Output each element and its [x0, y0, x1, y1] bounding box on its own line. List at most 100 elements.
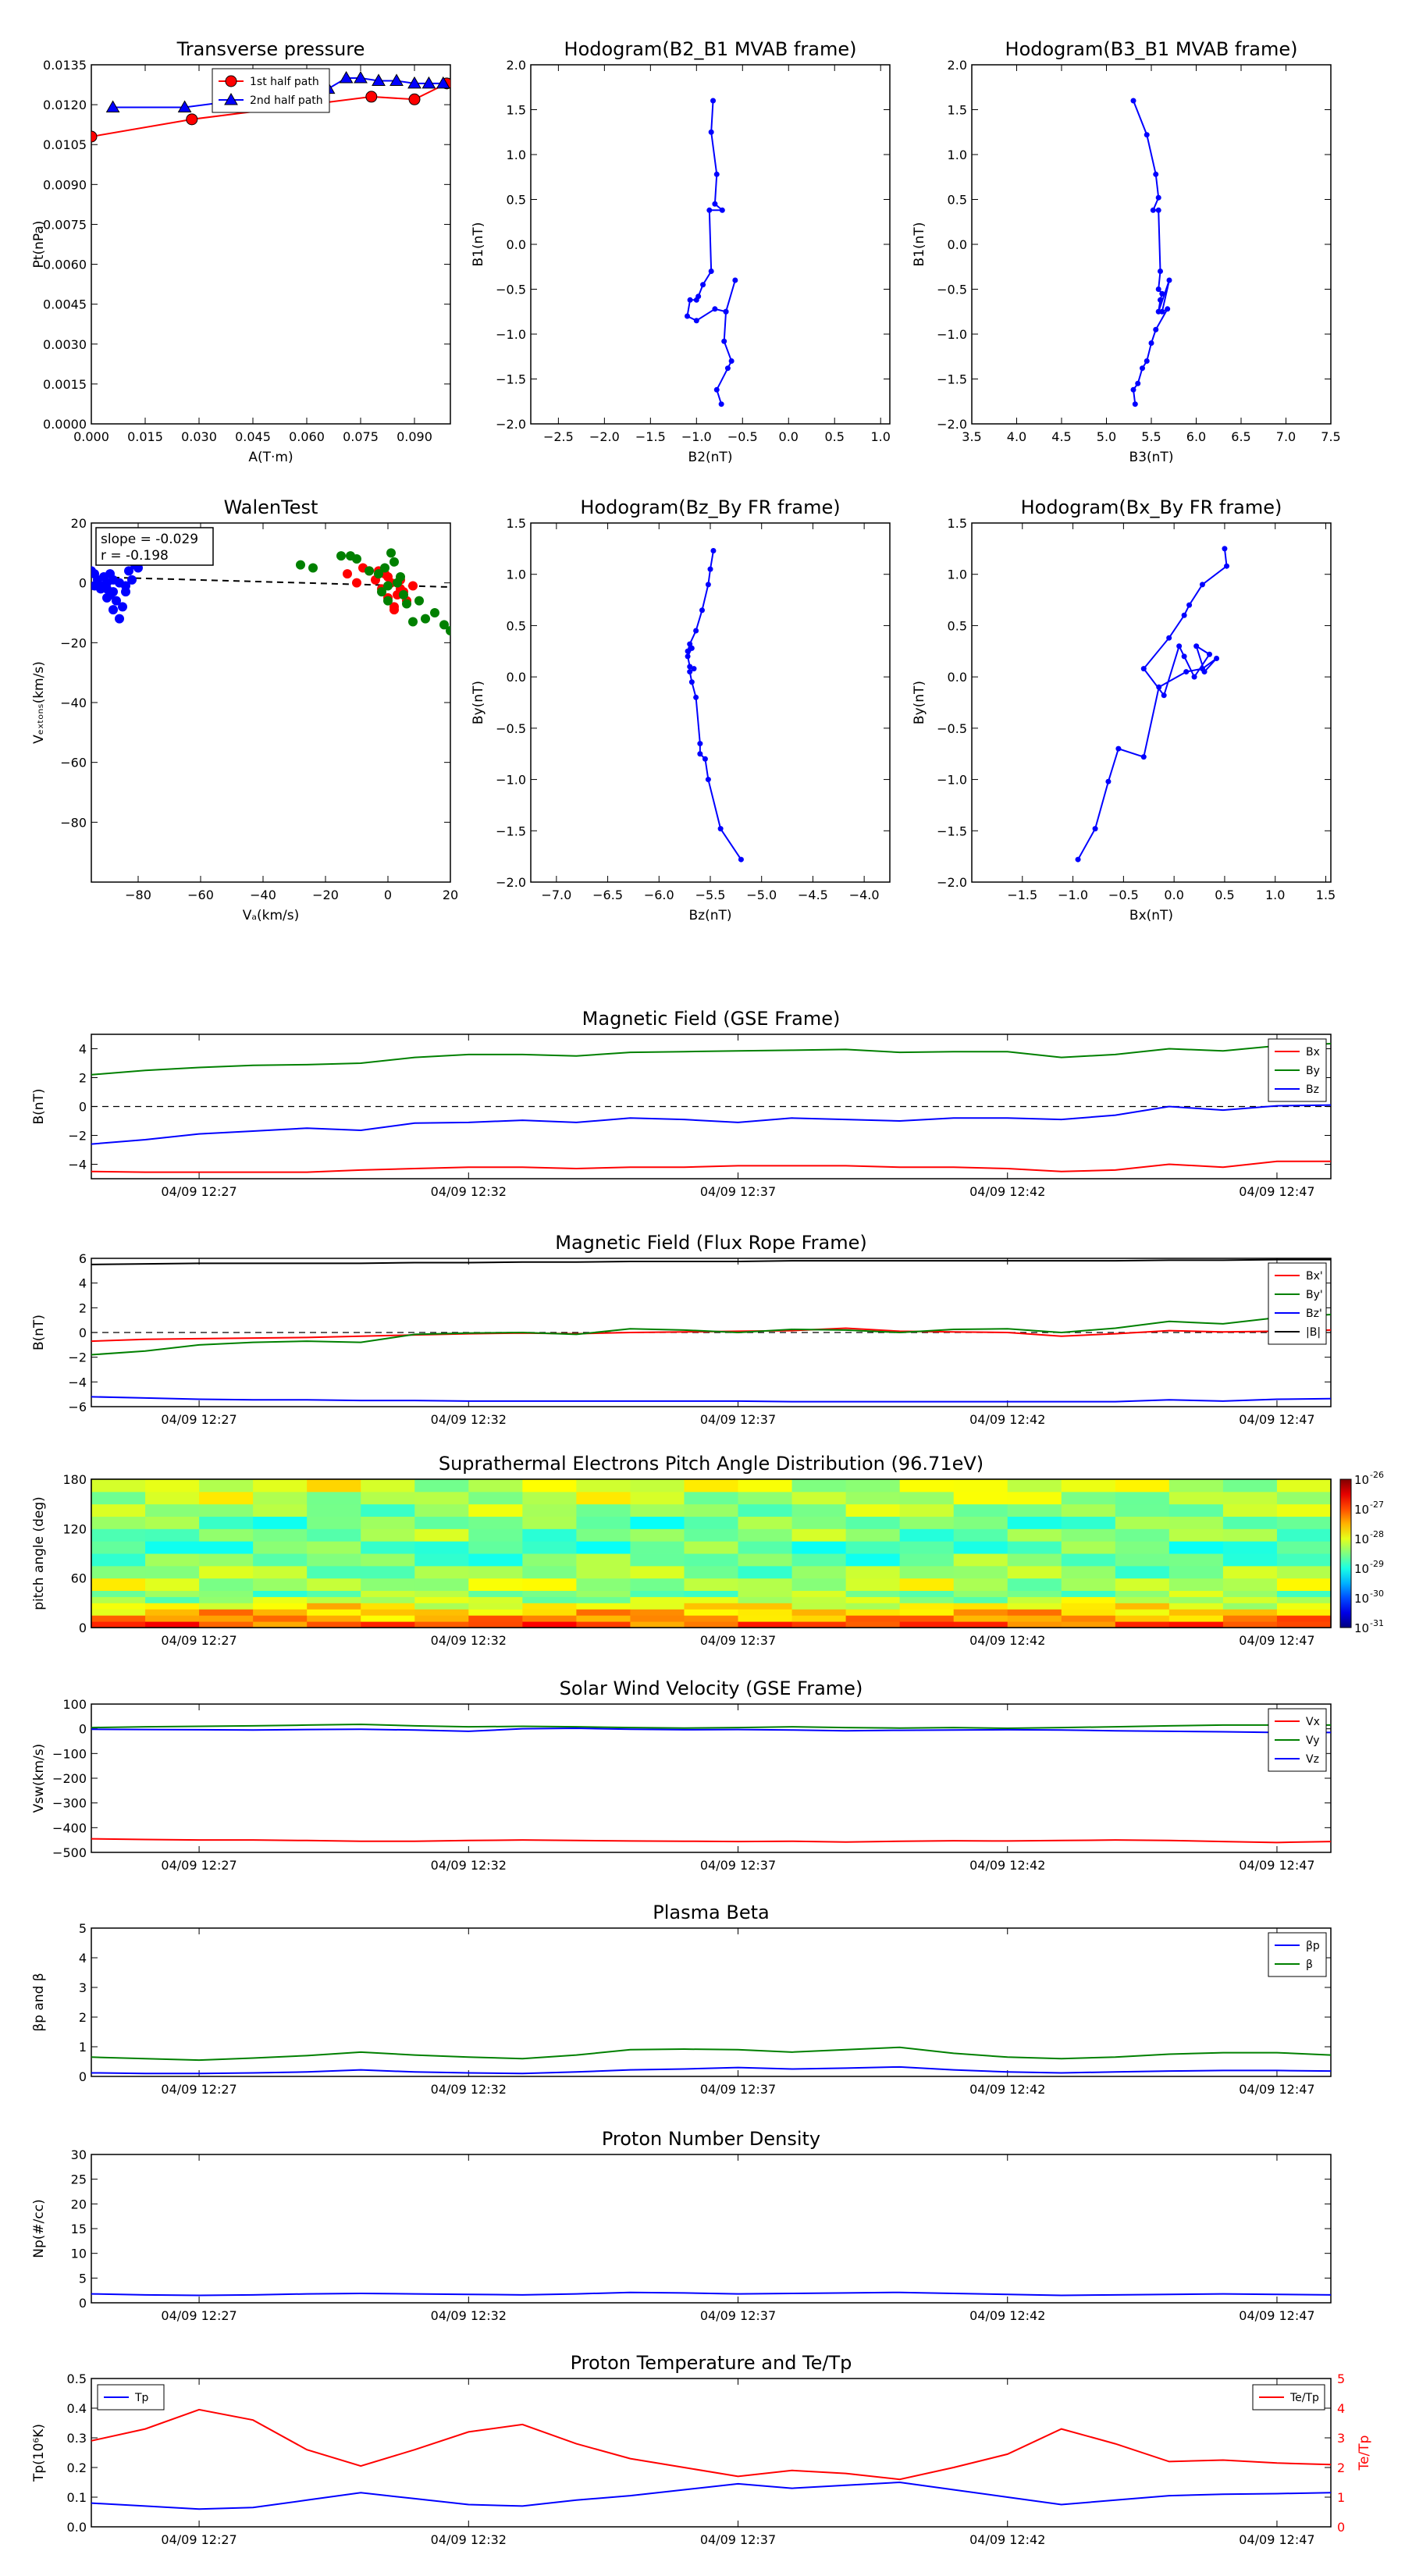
heatmap-cell [91, 1565, 146, 1579]
legend-label: Vz [1306, 1753, 1319, 1766]
y-tick-label: −20 [60, 635, 87, 650]
plot-area [91, 1043, 1331, 1173]
y-axis-label: Tp(10⁶K) [31, 2424, 47, 2482]
data-point [1153, 171, 1159, 177]
x-tick-label: 4.5 [1051, 429, 1071, 444]
plot-frame [91, 1927, 1332, 2077]
heatmap-cell [307, 1621, 361, 1628]
heatmap-cell [1222, 1578, 1278, 1591]
data-point [1155, 194, 1161, 201]
heatmap-cell [791, 1565, 847, 1579]
heatmap-cell [899, 1621, 955, 1628]
chart-title: Magnetic Field (Flux Rope Frame) [555, 1232, 866, 1254]
chart-h2: Hodogram(B3_B1 MVAB frame) 3.5 4.0 4.5 5.0 5.… [912, 38, 1341, 465]
heatmap-cell [414, 1516, 469, 1529]
y-tick-label: −1.0 [937, 773, 967, 788]
chart-tp: Proton Temperature and Te/Tp 04/09 12:27 0… [31, 2352, 1372, 2547]
heatmap-cell [522, 1578, 577, 1591]
data-point [723, 308, 729, 315]
series-line-Tp [91, 2481, 1331, 2510]
x-tick-label: 04/09 12:47 [1239, 1184, 1314, 1199]
scatter-point [421, 614, 430, 624]
heatmap-cell [1115, 1479, 1170, 1493]
x-tick-label: 7.0 [1276, 429, 1296, 444]
plot-area [91, 2046, 1331, 2075]
heatmap-cell [468, 1565, 523, 1579]
heatmap-cell [414, 1590, 469, 1597]
data-point [699, 607, 705, 614]
colorbar-exponent: -29 [1370, 1559, 1384, 1569]
data-point [1159, 290, 1165, 297]
heatmap-cell [791, 1621, 847, 1628]
y-axis-label: By(nT) [471, 681, 486, 724]
scatter-point [396, 572, 405, 582]
colorbar-label: 10 [1354, 1473, 1369, 1487]
heatmap-cell [630, 1590, 685, 1597]
heatmap-cell [91, 1621, 146, 1628]
heatmap-cell [684, 1479, 739, 1493]
data-point [186, 113, 198, 126]
y-tick-label: 10 [71, 2247, 87, 2261]
y-tick-label: −2 [68, 1129, 87, 1144]
scatter-point [352, 554, 361, 564]
data-point [713, 171, 720, 177]
heatmap-cell [307, 1541, 361, 1554]
x-tick-label: 04/09 12:47 [1239, 1633, 1314, 1648]
scatter-point [408, 581, 418, 591]
y-tick-label: 20 [71, 516, 87, 531]
data-point [1105, 778, 1112, 785]
heatmap-cell [738, 1603, 793, 1610]
chart-title: Plasma Beta [653, 1902, 769, 1923]
y-axis-label: By(nT) [912, 681, 927, 724]
x-tick-label: 04/09 12:27 [161, 2532, 237, 2547]
heatmap-cell [1061, 1565, 1116, 1579]
heatmap-cell [199, 1621, 254, 1628]
y-tick-label: 2 [79, 2010, 87, 2025]
data-point [706, 207, 713, 213]
heatmap-cell [145, 1621, 200, 1628]
scatter-point [352, 578, 361, 588]
plot-area [1075, 546, 1230, 863]
heatmap-cell [845, 1479, 901, 1493]
heatmap-cell [361, 1609, 415, 1616]
heatmap-cell [1168, 1621, 1224, 1628]
y-tick-label: 1.0 [507, 148, 526, 162]
heatmap-cell [199, 1491, 254, 1505]
chart-np: Proton Number Density 04/09 12:27 04/09 12… [31, 2128, 1332, 2323]
data-point [105, 100, 120, 113]
heatmap-cell [1115, 1565, 1170, 1579]
x-tick-label: 0.5 [825, 429, 845, 444]
heatmap-cell [576, 1479, 631, 1493]
heatmap-cell [899, 1578, 955, 1591]
heatmap-cell [414, 1503, 469, 1517]
data-point [697, 751, 703, 757]
heatmap-cell [1222, 1541, 1278, 1554]
data-point [1148, 340, 1154, 346]
x-tick-label: 04/09 12:32 [431, 1633, 507, 1648]
heatmap-cell [145, 1596, 200, 1603]
series-line-Vy [91, 1723, 1331, 1730]
data-point [738, 856, 744, 863]
legend-label: By' [1306, 1289, 1323, 1301]
slope-label: slope = -0.029 [101, 532, 198, 547]
scatter-point [414, 596, 424, 606]
heatmap-cell [468, 1516, 523, 1529]
heatmap-cell [145, 1615, 200, 1622]
heatmap-cell [1168, 1609, 1224, 1616]
heatmap-cell [253, 1491, 308, 1505]
heatmap-cell [738, 1565, 793, 1579]
y-tick-label: 15 [71, 2222, 87, 2236]
x-tick-label: 04/09 12:27 [161, 2308, 237, 2323]
data-point [710, 547, 717, 553]
chart-title: Suprathermal Electrons Pitch Angle Distr… [439, 1453, 984, 1475]
heatmap-cell [899, 1590, 955, 1597]
x-tick-label: 04/09 12:32 [431, 1184, 507, 1199]
heatmap-cell [953, 1528, 1008, 1542]
heatmap-cell [1007, 1590, 1062, 1597]
y-tick-label: 0.3 [67, 2431, 87, 2446]
plot-area [91, 1723, 1331, 1844]
heatmap-cell [684, 1590, 739, 1597]
heatmap-cell [1061, 1603, 1116, 1610]
scatter-point [389, 557, 399, 567]
heatmap-cell [1222, 1528, 1278, 1542]
